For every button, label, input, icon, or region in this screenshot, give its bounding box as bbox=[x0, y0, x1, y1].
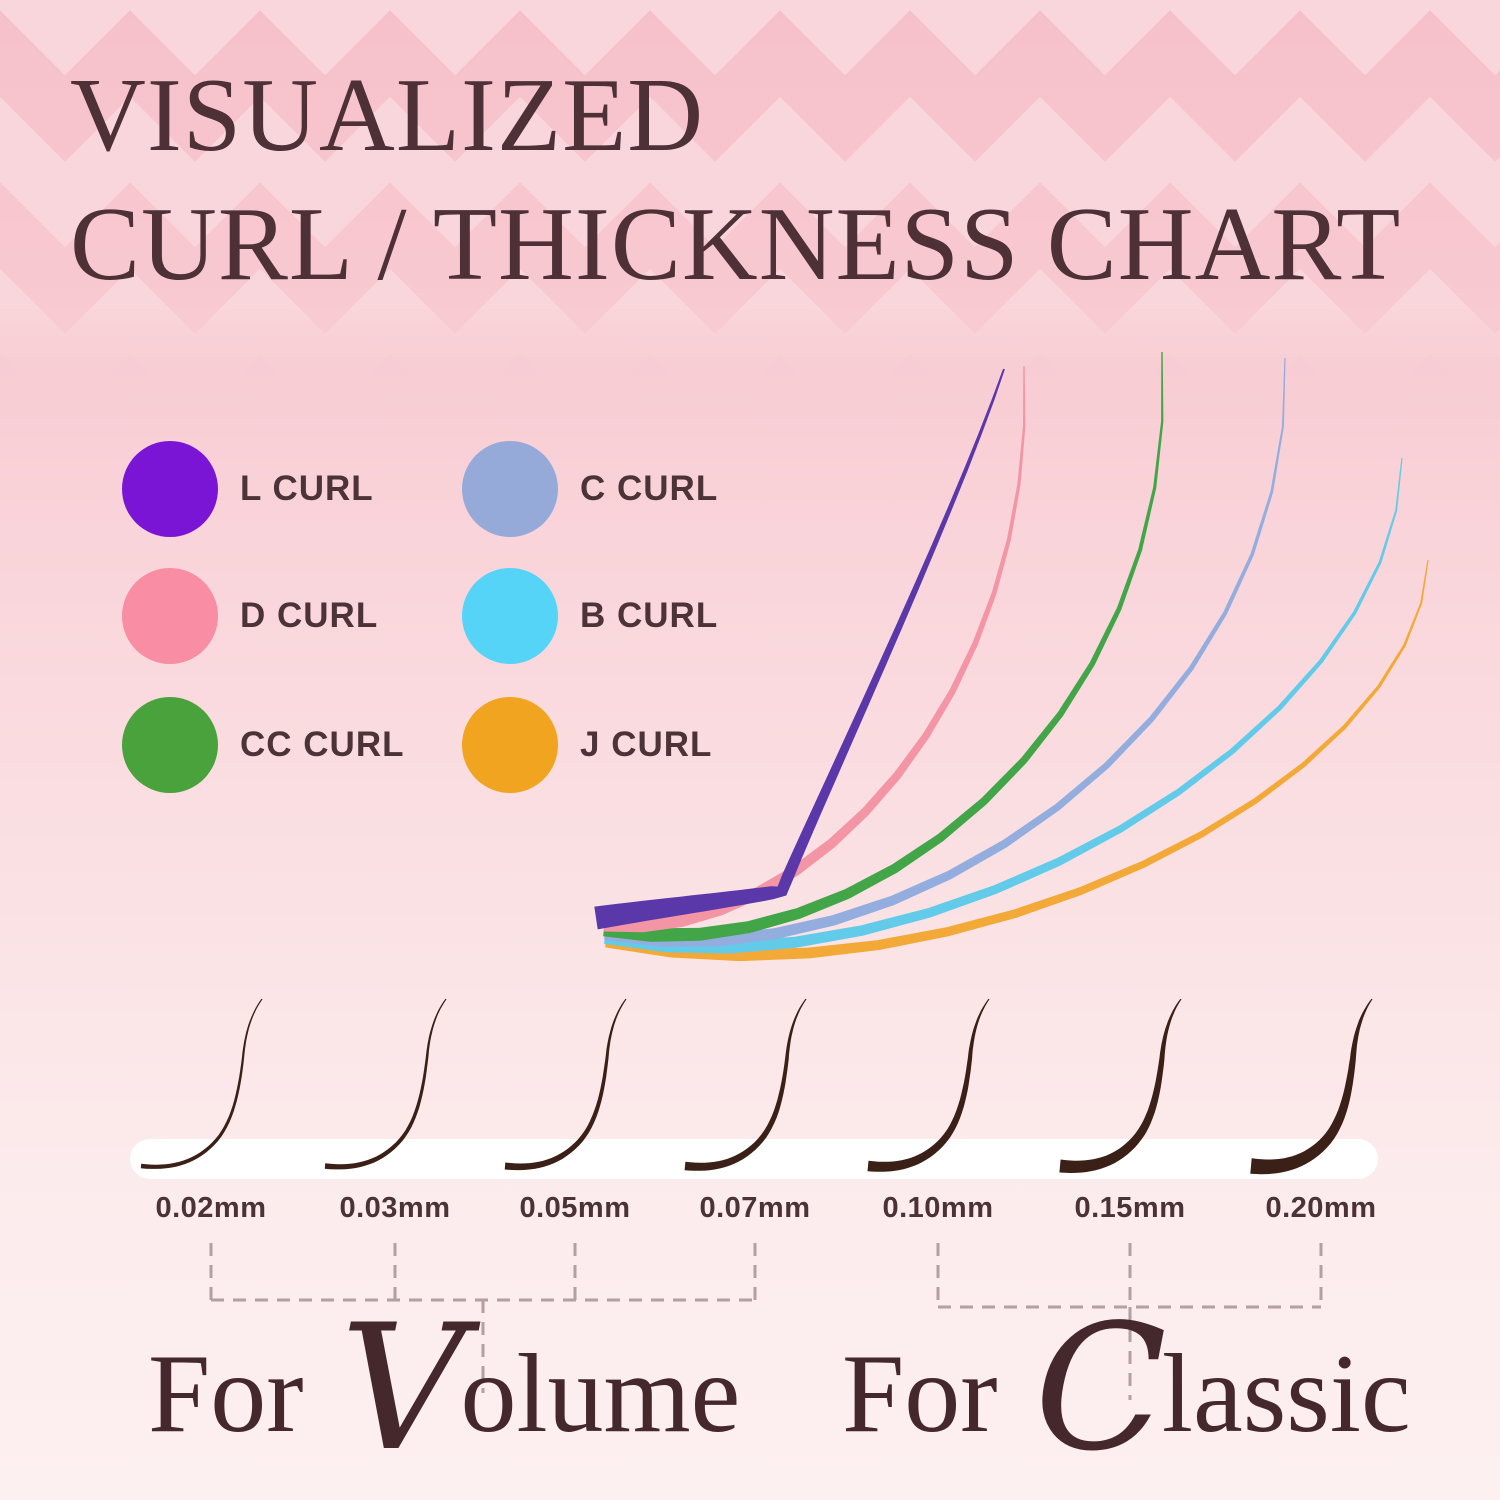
thickness-label-0.15mm: 0.15mm bbox=[1074, 1192, 1186, 1224]
group-label-rest: olume bbox=[460, 1332, 741, 1456]
curl-curve-l-curl bbox=[594, 368, 1005, 930]
group-label-for-volume: For Volume bbox=[148, 1302, 740, 1476]
page-title: VISUALIZED CURL / THICKNESS CHART bbox=[70, 50, 1401, 308]
legend-label: CC CURL bbox=[240, 725, 405, 764]
lash-sample-0.20mm bbox=[1250, 998, 1373, 1175]
thickness-label-0.20mm: 0.20mm bbox=[1265, 1192, 1377, 1224]
legend-color-dot bbox=[462, 568, 558, 664]
curl-curve-c-curl bbox=[604, 358, 1286, 947]
legend-color-dot bbox=[122, 568, 218, 664]
group-label-prefix: For bbox=[148, 1332, 332, 1456]
group-label-prefix: For bbox=[842, 1332, 1026, 1456]
legend-color-dot bbox=[462, 441, 558, 537]
legend-label: B CURL bbox=[580, 596, 719, 635]
lash-sample-0.05mm bbox=[504, 998, 627, 1171]
curl-curve-d-curl bbox=[603, 366, 1026, 933]
thickness-label-0.02mm: 0.02mm bbox=[155, 1192, 267, 1224]
lash-sample-0.03mm bbox=[324, 998, 447, 1170]
thickness-label-0.07mm: 0.07mm bbox=[699, 1192, 811, 1224]
bracket-for-classic bbox=[936, 1243, 1323, 1400]
thickness-label-0.05mm: 0.05mm bbox=[519, 1192, 631, 1224]
lash-sample-0.10mm bbox=[867, 998, 990, 1172]
legend-color-dot bbox=[122, 697, 218, 793]
legend-label: D CURL bbox=[240, 596, 379, 635]
curl-curve-b-curl bbox=[604, 457, 1403, 954]
lash-sample-0.02mm bbox=[140, 998, 263, 1169]
lash-sample-0.15mm bbox=[1059, 998, 1182, 1173]
page-title-line1: VISUALIZED bbox=[70, 56, 705, 173]
legend-label: C CURL bbox=[580, 469, 719, 508]
thickness-label-0.03mm: 0.03mm bbox=[339, 1192, 451, 1224]
group-label-initial: V bbox=[340, 1287, 466, 1490]
page-title-line2: CURL / THICKNESS CHART bbox=[70, 185, 1402, 303]
group-label-rest: lassic bbox=[1161, 1332, 1411, 1456]
legend-color-dot bbox=[122, 441, 218, 537]
bracket-for-volume bbox=[209, 1243, 757, 1393]
legend-label: J CURL bbox=[580, 725, 713, 764]
diamond-pattern-background bbox=[0, 0, 1500, 384]
group-label-initial: C bbox=[1034, 1287, 1168, 1490]
legend-label: L CURL bbox=[240, 469, 374, 508]
group-label-for-classic: For Classic bbox=[842, 1302, 1411, 1476]
lash-sample-0.07mm bbox=[684, 998, 807, 1171]
legend-color-dot bbox=[462, 697, 558, 793]
thickness-label-0.10mm: 0.10mm bbox=[882, 1192, 994, 1224]
